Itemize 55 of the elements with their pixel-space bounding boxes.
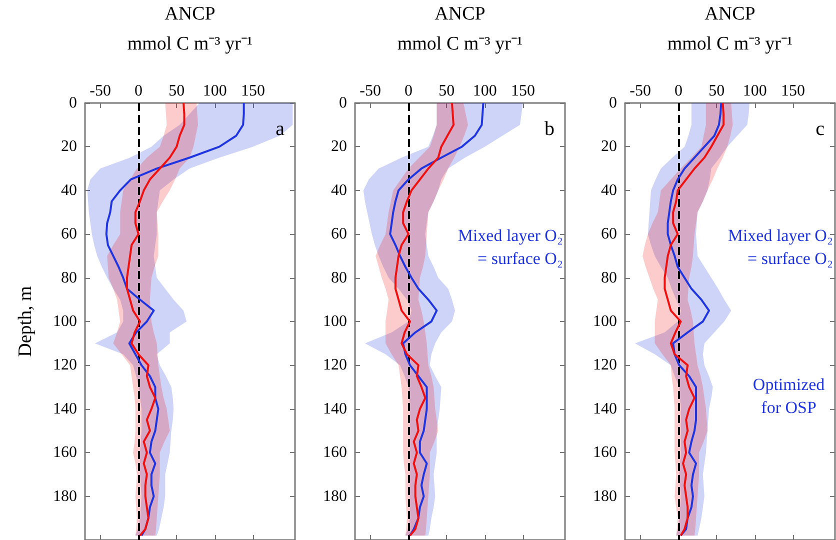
y-tick-label: 20 <box>601 138 617 156</box>
x-tick-label: -50 <box>90 82 111 100</box>
y-tick-label: 0 <box>609 94 617 112</box>
y-tick-label: 140 <box>53 400 77 418</box>
x-tick-label: 100 <box>742 82 767 100</box>
y-tick-label: 160 <box>593 444 617 462</box>
x-tick-label: 150 <box>781 82 805 100</box>
x-axis-title: ANCP mmol C m⁻³ yr⁻¹ <box>127 4 253 54</box>
x-tick-label: -50 <box>630 82 651 100</box>
annotation: Optimized for OSP <box>752 374 826 417</box>
annotation: Mixed layer O₂ = surface O₂ <box>728 226 833 268</box>
x-axis-title: ANCP mmol C m⁻³ yr⁻¹ <box>667 4 793 54</box>
annotation: b <box>544 118 554 140</box>
y-tick-label: 60 <box>601 226 617 243</box>
y-tick-label: 180 <box>53 488 77 505</box>
y-tick-label: 60 <box>61 226 77 243</box>
x-tick-label: 100 <box>202 82 227 100</box>
annotation: a <box>276 118 285 140</box>
annotation: c <box>816 118 825 140</box>
y-tick-label: 100 <box>53 313 77 330</box>
x-tick-label: 50 <box>708 82 725 100</box>
x-axis-title: ANCP mmol C m⁻³ yr⁻¹ <box>397 4 523 54</box>
x-tick-label: 150 <box>511 82 535 100</box>
y-tick-label: 140 <box>323 400 347 418</box>
y-tick-label: 80 <box>61 269 77 286</box>
x-tick-label: 50 <box>438 82 455 100</box>
annotation: Mixed layer O₂ = surface O₂ <box>458 226 563 268</box>
y-tick-label: 40 <box>61 182 77 199</box>
y-tick-label: 0 <box>69 94 77 112</box>
x-tick-label: 0 <box>674 82 682 100</box>
y-tick-label: 180 <box>323 488 347 505</box>
x-tick-label: 0 <box>134 82 142 100</box>
y-tick-label: 120 <box>593 356 617 374</box>
y-axis-title: Depth, m <box>15 286 36 357</box>
y-tick-label: 80 <box>601 269 617 286</box>
x-tick-label: -50 <box>360 82 381 100</box>
y-tick-label: 120 <box>323 356 347 374</box>
y-tick-label: 100 <box>593 313 617 330</box>
y-tick-label: 40 <box>331 182 347 199</box>
y-tick-label: 60 <box>331 226 347 243</box>
y-tick-label: 120 <box>53 356 77 374</box>
y-tick-label: 20 <box>61 138 77 156</box>
y-tick-label: 40 <box>601 182 617 199</box>
x-tick-label: 100 <box>472 82 497 100</box>
x-tick-label: 150 <box>241 82 265 100</box>
y-tick-label: 80 <box>331 269 347 286</box>
y-tick-label: 180 <box>593 488 617 505</box>
y-tick-label: 140 <box>593 400 617 418</box>
y-tick-label: 0 <box>339 94 347 112</box>
y-tick-label: 20 <box>331 138 347 156</box>
y-tick-label: 100 <box>323 313 347 330</box>
y-tick-label: 160 <box>53 444 77 462</box>
x-tick-label: 50 <box>168 82 185 100</box>
x-tick-label: 0 <box>404 82 412 100</box>
y-tick-label: 160 <box>323 444 347 462</box>
